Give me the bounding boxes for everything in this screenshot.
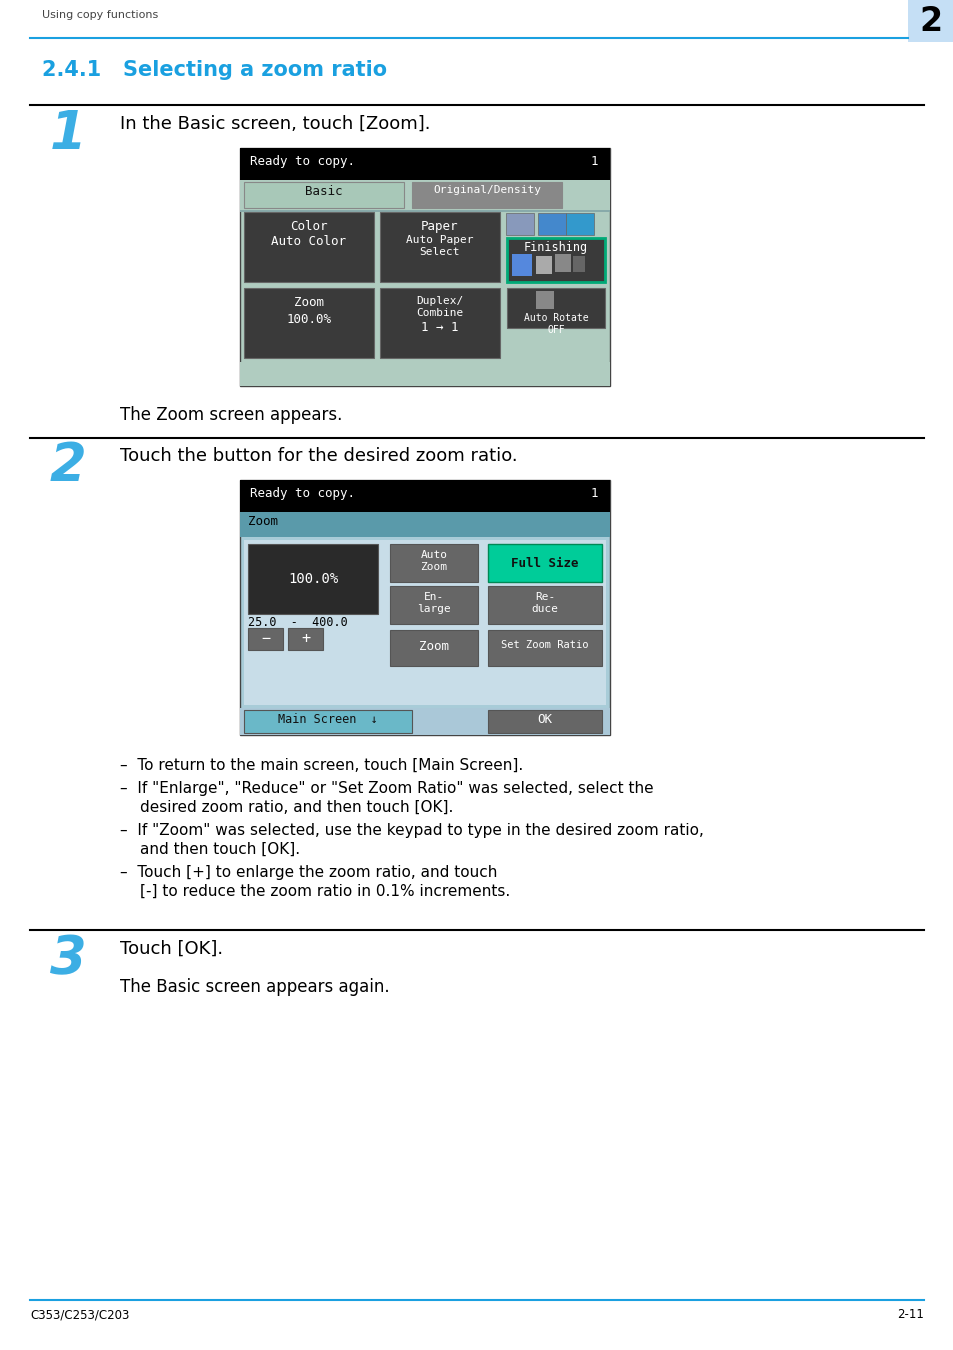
Text: Paper: Paper xyxy=(421,220,458,234)
Bar xyxy=(488,630,601,666)
Text: OK: OK xyxy=(537,713,552,726)
Bar xyxy=(506,288,604,328)
Bar xyxy=(248,628,283,649)
Text: Set Zoom Ratio: Set Zoom Ratio xyxy=(500,640,588,649)
Text: and then touch [OK].: and then touch [OK]. xyxy=(140,842,300,857)
Bar xyxy=(240,211,609,212)
Text: C353/C253/C203: C353/C253/C203 xyxy=(30,1308,130,1322)
Bar xyxy=(244,540,605,705)
Text: −: − xyxy=(261,630,271,647)
Text: Touch [OK].: Touch [OK]. xyxy=(120,940,223,958)
Text: –  If "Enlarge", "Reduce" or "Set Zoom Ratio" was selected, select the: – If "Enlarge", "Reduce" or "Set Zoom Ra… xyxy=(120,782,653,796)
Text: desired zoom ratio, and then touch [OK].: desired zoom ratio, and then touch [OK]. xyxy=(140,801,453,815)
Bar xyxy=(907,0,953,42)
Bar xyxy=(390,586,477,624)
Text: –  To return to the main screen, touch [Main Screen].: – To return to the main screen, touch [M… xyxy=(120,757,522,774)
Text: 25.0  -  400.0: 25.0 - 400.0 xyxy=(248,616,348,629)
Text: Auto
Zoom: Auto Zoom xyxy=(420,549,447,571)
Bar xyxy=(240,707,609,734)
Text: Re-
duce: Re- duce xyxy=(531,593,558,614)
Text: 2-11: 2-11 xyxy=(896,1308,923,1322)
Bar xyxy=(488,544,601,582)
Bar xyxy=(240,362,609,386)
Bar xyxy=(565,213,594,235)
Text: 3: 3 xyxy=(50,933,87,986)
Text: Main Screen  ↓: Main Screen ↓ xyxy=(278,713,377,726)
Bar xyxy=(488,710,601,733)
Text: Auto Paper
Select: Auto Paper Select xyxy=(406,235,474,256)
Text: 2: 2 xyxy=(919,5,942,38)
Text: +: + xyxy=(301,630,311,647)
Bar xyxy=(240,148,609,386)
Text: –  Touch [+] to enlarge the zoom ratio, and touch: – Touch [+] to enlarge the zoom ratio, a… xyxy=(120,865,497,880)
Text: Duplex/
Combine: Duplex/ Combine xyxy=(416,296,463,317)
Bar xyxy=(240,180,609,211)
Text: Auto Rotate
OFF: Auto Rotate OFF xyxy=(523,313,588,335)
Text: Color: Color xyxy=(290,220,328,234)
Text: Zoom: Zoom xyxy=(418,640,449,653)
Bar xyxy=(536,256,552,274)
Bar xyxy=(379,288,499,358)
Text: Auto Color: Auto Color xyxy=(272,235,346,248)
Bar xyxy=(240,481,609,512)
Text: Zoom: Zoom xyxy=(294,296,324,309)
Bar xyxy=(506,238,604,282)
Bar xyxy=(248,544,377,614)
Text: Ready to copy.: Ready to copy. xyxy=(250,487,355,500)
Text: 1: 1 xyxy=(590,155,598,167)
Text: The Basic screen appears again.: The Basic screen appears again. xyxy=(120,977,389,996)
Text: 2: 2 xyxy=(50,440,87,491)
Text: [-] to reduce the zoom ratio in 0.1% increments.: [-] to reduce the zoom ratio in 0.1% inc… xyxy=(140,884,510,899)
Text: –  If "Zoom" was selected, use the keypad to type in the desired zoom ratio,: – If "Zoom" was selected, use the keypad… xyxy=(120,824,703,838)
Text: Zoom: Zoom xyxy=(248,514,277,528)
Bar xyxy=(379,212,499,282)
Bar xyxy=(244,710,412,733)
Bar xyxy=(573,256,584,271)
Bar xyxy=(390,544,477,582)
Bar xyxy=(555,254,571,271)
Bar xyxy=(505,213,534,235)
Bar xyxy=(488,586,601,624)
Bar xyxy=(240,512,609,537)
Bar xyxy=(390,630,477,666)
Text: Basic: Basic xyxy=(305,185,342,198)
Text: Finishing: Finishing xyxy=(523,242,587,254)
Bar xyxy=(240,148,609,180)
Bar xyxy=(537,213,565,235)
Text: 1: 1 xyxy=(50,108,87,161)
Text: 1: 1 xyxy=(590,487,598,500)
Bar xyxy=(240,481,609,734)
Text: Full Size: Full Size xyxy=(511,558,578,570)
Text: Original/Density: Original/Density xyxy=(433,185,540,194)
Text: Using copy functions: Using copy functions xyxy=(42,9,158,20)
Text: 2.4.1   Selecting a zoom ratio: 2.4.1 Selecting a zoom ratio xyxy=(42,59,387,80)
Bar xyxy=(288,628,323,649)
Bar xyxy=(244,288,374,358)
Bar xyxy=(536,292,554,309)
Bar xyxy=(244,212,374,282)
Text: In the Basic screen, touch [Zoom].: In the Basic screen, touch [Zoom]. xyxy=(120,115,430,134)
Text: Touch the button for the desired zoom ratio.: Touch the button for the desired zoom ra… xyxy=(120,447,517,464)
Text: 100.0%: 100.0% xyxy=(288,572,337,586)
Text: Ready to copy.: Ready to copy. xyxy=(250,155,355,167)
Text: En-
large: En- large xyxy=(416,593,451,614)
Text: 1 → 1: 1 → 1 xyxy=(421,321,458,333)
Bar xyxy=(512,254,532,275)
Text: 100.0%: 100.0% xyxy=(286,313,331,325)
Text: The Zoom screen appears.: The Zoom screen appears. xyxy=(120,406,342,424)
Bar xyxy=(412,182,561,208)
Bar xyxy=(244,182,403,208)
